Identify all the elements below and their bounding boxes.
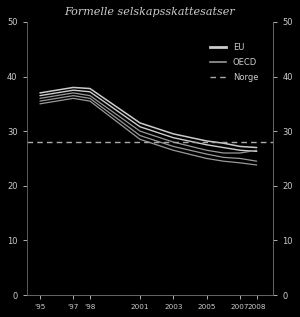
Title: Formelle selskapsskattesatser: Formelle selskapsskattesatser [64,7,236,17]
Legend: EU, OECD, Norge: EU, OECD, Norge [206,40,262,85]
